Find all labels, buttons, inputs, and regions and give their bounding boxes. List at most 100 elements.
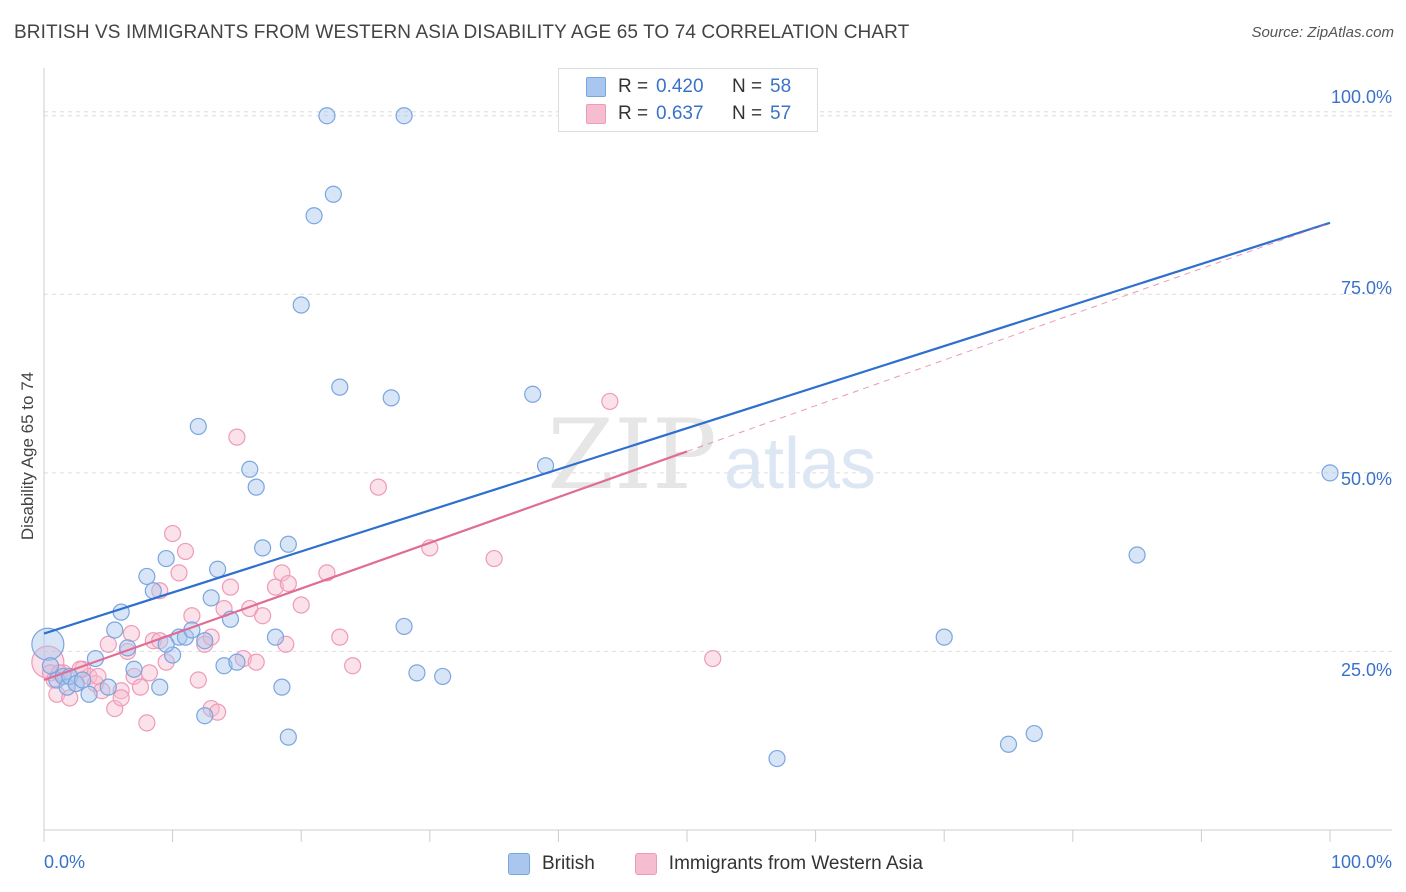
british-point <box>41 657 60 675</box>
british-point <box>395 107 413 125</box>
immigrants-point <box>106 699 124 718</box>
british-point <box>434 667 452 686</box>
british-point <box>279 535 297 553</box>
immigrants-point <box>189 671 207 689</box>
immigrants-point <box>247 653 265 671</box>
british-point <box>138 567 156 586</box>
british-r-label: R = <box>618 76 649 97</box>
immigrants-n-label: N = <box>732 103 763 124</box>
british-point <box>73 671 92 689</box>
x-tick-label-max: 100.0% <box>1330 852 1392 872</box>
british-point <box>273 678 291 696</box>
immigrants-point <box>170 564 188 582</box>
immigrants-point <box>331 628 349 646</box>
british-point <box>106 621 124 639</box>
immigrants-r-value: 0.637 <box>656 103 704 124</box>
british-legend-label: British <box>542 853 595 874</box>
immigrants-point <box>99 635 117 653</box>
british-point <box>31 627 65 661</box>
immigrants-point <box>164 524 182 543</box>
british-point <box>241 460 259 478</box>
immigrants-point <box>112 689 130 707</box>
source-label: Source: ZipAtlas.com <box>1251 24 1394 41</box>
watermark: ZIP atlas <box>547 399 876 511</box>
british-point <box>254 539 272 557</box>
british-point <box>318 107 336 125</box>
british-point <box>99 678 117 696</box>
british-point <box>266 628 285 646</box>
legend-row-immigrants: R = 0.637 N = 57 <box>559 101 791 127</box>
y-tick-label-25: 25.0% <box>1340 660 1392 680</box>
british-point <box>768 749 786 768</box>
british-point <box>279 728 297 746</box>
immigrants-point <box>254 607 272 625</box>
british-point <box>196 707 214 725</box>
immigrants-point <box>183 607 201 625</box>
immigrants-point <box>228 428 246 446</box>
british-point <box>395 617 413 636</box>
immigrants-point <box>131 678 150 696</box>
correlation-legend: R = 0.420 N = 58 R = 0.637 N = 57 <box>558 68 818 132</box>
watermark-atlas: atlas <box>724 424 876 504</box>
legend-item-british: British <box>508 853 595 875</box>
immigrants-point <box>266 578 285 596</box>
immigrants-point <box>344 657 362 675</box>
british-n-label: N = <box>732 76 763 97</box>
immigrants-point <box>292 596 310 614</box>
immigrants-point <box>601 392 619 411</box>
axes <box>43 68 1392 842</box>
british-point <box>382 389 400 407</box>
y-tick-label-75: 75.0% <box>1340 278 1392 298</box>
british-point <box>999 735 1018 753</box>
british-point <box>80 685 98 703</box>
british-point <box>1321 464 1339 482</box>
british-point <box>125 660 143 678</box>
british-point <box>157 549 175 568</box>
british-legend-swatch <box>508 853 530 875</box>
legend-row-british: R = 0.420 N = 58 <box>559 74 791 100</box>
british-n-value: 58 <box>770 76 792 97</box>
immigrants-point <box>140 664 159 682</box>
y-tick-label-50: 50.0% <box>1340 469 1392 489</box>
chart-title: BRITISH VS IMMIGRANTS FROM WESTERN ASIA … <box>14 22 910 43</box>
immigrants-legend-swatch <box>634 853 657 875</box>
x-tick-label-min: 0.0% <box>44 852 86 872</box>
immigrants-point <box>279 574 297 593</box>
immigrants-point <box>61 689 79 707</box>
british-point <box>151 678 169 696</box>
british-point <box>209 560 227 578</box>
y-tick-label-100: 100.0% <box>1330 87 1392 107</box>
british-swatch <box>586 77 606 97</box>
british-point <box>1025 724 1043 743</box>
series-legend: British Immigrants from Western Asia <box>508 852 963 876</box>
british-point <box>164 646 182 664</box>
immigrants-r-label: R = <box>618 103 649 124</box>
immigrants-n-value: 57 <box>770 103 792 124</box>
british-point <box>1128 546 1146 564</box>
immigrants-point <box>122 624 141 643</box>
immigrants-trend-extension <box>686 222 1331 452</box>
british-point <box>189 417 207 436</box>
british-point <box>408 664 426 682</box>
british-point <box>196 632 214 650</box>
trend-lines <box>43 221 1331 682</box>
immigrants-swatch <box>586 104 606 124</box>
immigrants-point <box>157 653 175 671</box>
immigrants-point <box>485 549 503 568</box>
immigrants-point <box>209 703 227 721</box>
immigrants-point <box>369 478 387 496</box>
british-point <box>228 653 246 671</box>
british-point <box>247 478 265 496</box>
immigrants-point <box>176 542 195 561</box>
british-point <box>524 385 542 403</box>
grid-lines <box>44 111 1392 652</box>
watermark-zip: ZIP <box>547 399 716 511</box>
immigrants-trend-line <box>43 450 688 682</box>
british-point <box>292 296 310 314</box>
british-point <box>202 589 220 607</box>
british-point <box>324 185 342 203</box>
immigrants-point <box>273 564 291 582</box>
british-point <box>305 207 323 225</box>
british-r-value: 0.420 <box>656 76 704 97</box>
